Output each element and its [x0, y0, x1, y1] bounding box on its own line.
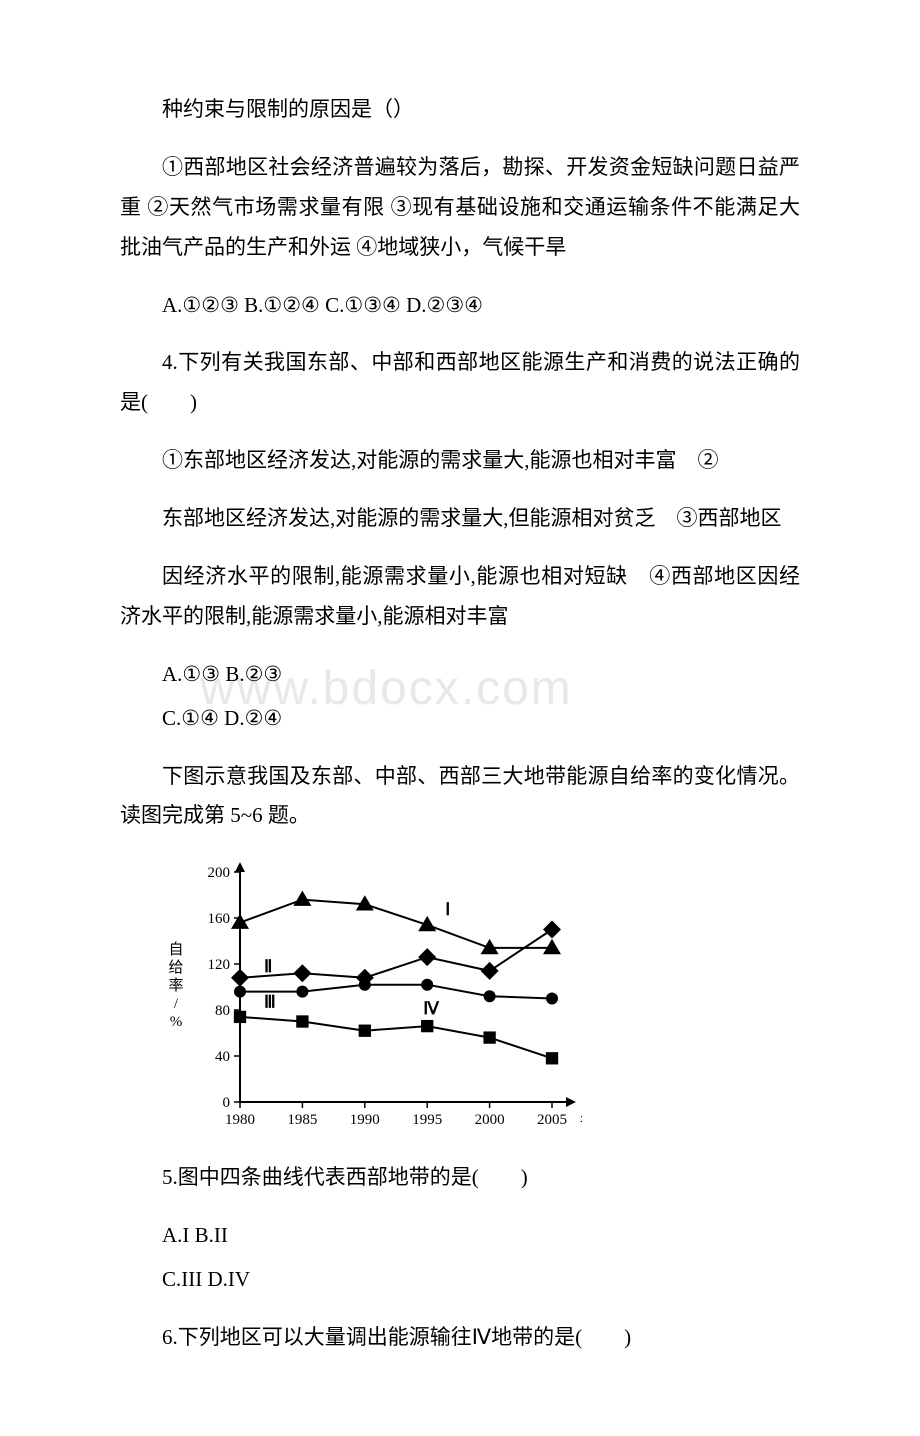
line-chart: 0 40 80 120 160 200 1980 1985 1990 1995 2000 2005 自给… [120, 854, 800, 1144]
svg-text:年: 年 [580, 1111, 582, 1128]
answer-options: A.I B.II [120, 1216, 800, 1256]
body-text: 下图示意我国及东部、中部、西部三大地带能源自给率的变化情况。读图完成第 5~6 … [120, 757, 800, 837]
svg-text:率: 率 [168, 977, 183, 994]
svg-text:Ⅳ: Ⅳ [423, 999, 440, 1018]
answer-options: A.①③ B.②③ [120, 655, 800, 695]
svg-text:1995: 1995 [412, 1112, 442, 1128]
chart-svg: 0 40 80 120 160 200 1980 1985 1990 1995 2000 2005 自给… [162, 854, 582, 1144]
svg-text:Ⅱ: Ⅱ [264, 957, 272, 976]
body-text: 种约束与限制的原因是（） [120, 90, 800, 130]
question-text: 5.图中四条曲线代表西部地带的是( ) [120, 1158, 800, 1198]
question-text: 4.下列有关我国东部、中部和西部地区能源生产和消费的说法正确的是( ) [120, 343, 800, 423]
question-text: 6.下列地区可以大量调出能源输往Ⅳ地带的是( ) [120, 1318, 800, 1358]
svg-text:%: % [170, 1014, 183, 1030]
body-text: 因经济水平的限制,能源需求量小,能源也相对短缺 ④西部地区因经济水平的限制,能源… [120, 557, 800, 637]
svg-text:2005: 2005 [537, 1112, 567, 1128]
svg-text:200: 200 [208, 865, 231, 881]
svg-text:/: / [174, 996, 179, 1012]
svg-text:2000: 2000 [475, 1112, 505, 1128]
body-text: 东部地区经济发达,对能源的需求量大,但能源相对贫乏 ③西部地区 [120, 499, 800, 539]
svg-text:Ⅰ: Ⅰ [445, 900, 450, 919]
svg-text:1985: 1985 [287, 1112, 317, 1128]
svg-text:1990: 1990 [350, 1112, 380, 1128]
answer-options: C.①④ D.②④ [120, 699, 800, 739]
svg-text:Ⅲ: Ⅲ [264, 993, 276, 1012]
svg-text:0: 0 [223, 1095, 231, 1111]
svg-text:给: 给 [168, 959, 183, 976]
svg-text:1980: 1980 [225, 1112, 255, 1128]
answer-options: A.①②③ B.①②④ C.①③④ D.②③④ [120, 286, 800, 326]
svg-text:160: 160 [208, 911, 231, 927]
svg-text:40: 40 [215, 1049, 230, 1065]
answer-options: C.III D.IV [120, 1260, 800, 1300]
svg-text:120: 120 [208, 957, 231, 973]
body-text: ①东部地区经济发达,对能源的需求量大,能源也相对丰富 ② [120, 441, 800, 481]
body-text: ①西部地区社会经济普遍较为落后，勘探、开发资金短缺问题日益严重 ②天然气市场需求… [120, 148, 800, 268]
svg-text:80: 80 [215, 1003, 230, 1019]
svg-text:自: 自 [168, 941, 183, 958]
